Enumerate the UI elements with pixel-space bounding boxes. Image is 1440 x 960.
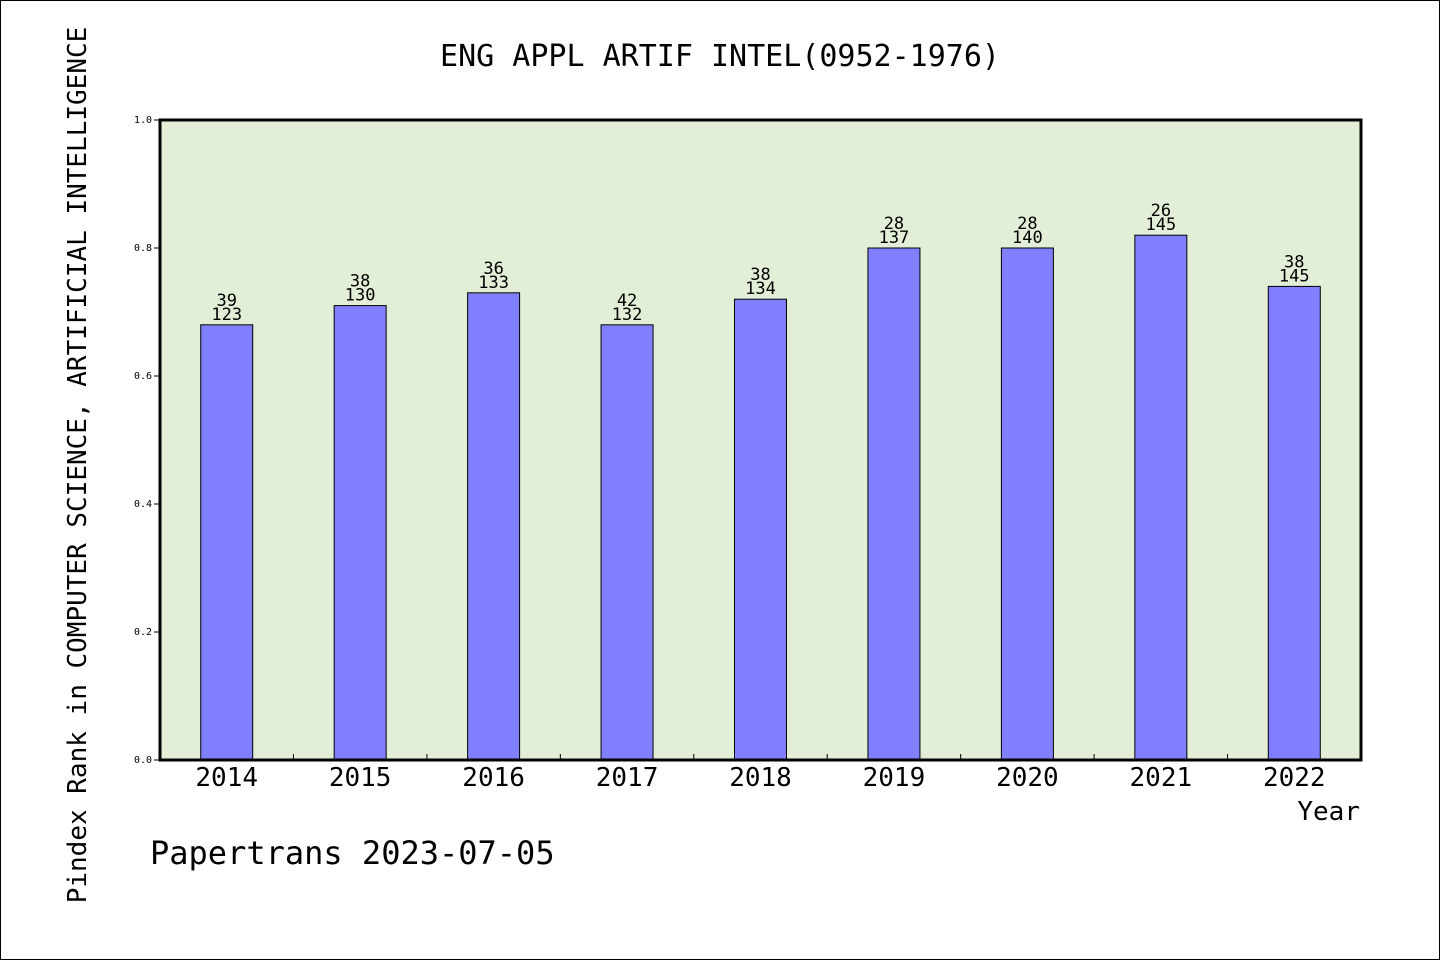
bar-rank-label: 36 [483,259,503,279]
bar [734,298,787,761]
x-tick-label: 2014 [195,763,258,793]
bar-rank-label: 42 [617,291,637,311]
bar-rank-label: 28 [884,214,904,234]
bar-total-label: 130 [345,286,376,306]
bar-total-label: 123 [211,305,242,325]
y-tick-label: 0.0 [134,755,152,766]
bar-total-label: 134 [745,279,776,299]
x-axis-label: Year [1297,797,1360,827]
bar [867,247,921,761]
bar-total-label: 140 [1012,228,1043,248]
bar [1134,234,1188,761]
bar-total-label: 145 [1145,215,1176,235]
bar-rank-label: 38 [1284,252,1304,272]
chart-title: ENG APPL ARTIF INTEL(0952-1976) [440,39,1000,74]
y-axis-label: Pindex Rank in COMPUTER SCIENCE, ARTIFIC… [63,27,93,904]
y-tick-label: 0.8 [134,243,152,254]
bar-total-label: 132 [612,305,643,325]
bar-rank-label: 39 [216,291,236,311]
y-tick-label: 0.6 [134,371,152,382]
bar [333,305,387,761]
x-tick-labels: 2014 2015 2016 2017 2018 2019 2020 2021 2022 [195,763,1325,793]
bar-total-label: 137 [879,228,910,248]
bar-total-label: 145 [1279,266,1310,286]
footer-credit: Papertrans 2023-07-05 [150,834,555,872]
bar [1000,247,1054,761]
bar [600,324,654,761]
bar [1267,285,1321,761]
bars-group [200,234,1321,761]
bar-rank-label: 26 [1151,201,1171,221]
x-tick-label: 2017 [596,763,659,793]
x-tick-label: 2019 [863,763,926,793]
x-tick-label: 2021 [1130,763,1193,793]
x-tick-label: 2020 [996,763,1059,793]
y-axis-ticks: 0.0 0.2 0.4 0.6 0.8 1.0 [134,115,160,766]
bar-rank-label: 38 [350,272,370,292]
x-tick-label: 2018 [729,763,792,793]
x-tick-label: 2022 [1263,763,1326,793]
bar-rank-label: 28 [1017,214,1037,234]
plot-border [158,118,1363,762]
y-tick-label: 0.2 [134,627,152,638]
bar-total-label: 133 [478,273,509,293]
bar [200,324,254,761]
bar-labels-group: 3912338130361334213238134281372814026145… [211,201,1309,325]
x-tick-label: 2015 [329,763,392,793]
bar-rank-label: 38 [750,265,770,285]
x-tick-label: 2016 [462,763,525,793]
y-tick-label: 0.4 [134,499,152,510]
y-tick-label: 1.0 [134,115,152,126]
bar [467,292,521,761]
